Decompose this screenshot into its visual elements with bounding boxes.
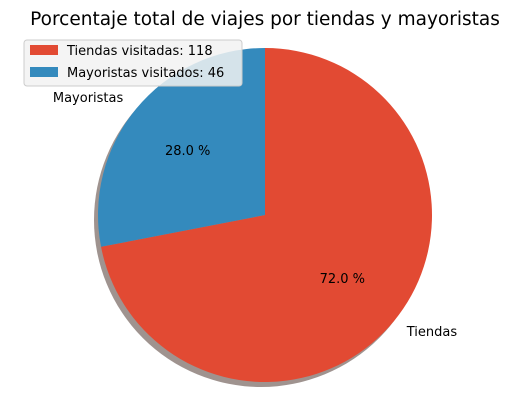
pie-labels: Tiendas 72.0 % Mayoristas 28.0 %	[53, 91, 457, 340]
percent-label-tiendas: 72.0 %	[320, 272, 365, 287]
legend-label-mayoristas: Mayoristas visitados: 46	[67, 66, 224, 81]
legend-swatch-tiendas	[30, 45, 58, 55]
slice-label-tiendas: Tiendas	[406, 325, 458, 340]
percent-label-mayoristas: 28.0 %	[165, 144, 210, 159]
pie-slice-mayoristas	[97, 48, 265, 247]
legend-swatch-mayoristas	[30, 67, 58, 77]
pie-slice-tiendas	[101, 48, 432, 382]
legend: Tiendas visitadas: 118 Mayoristas visita…	[23, 39, 243, 87]
pie-slices	[97, 48, 432, 382]
legend-label-tiendas: Tiendas visitadas: 118	[66, 44, 213, 59]
slice-label-mayoristas: Mayoristas	[53, 91, 124, 106]
legend-box	[23, 39, 243, 87]
chart-title: Porcentaje total de viajes por tiendas y…	[30, 9, 500, 30]
